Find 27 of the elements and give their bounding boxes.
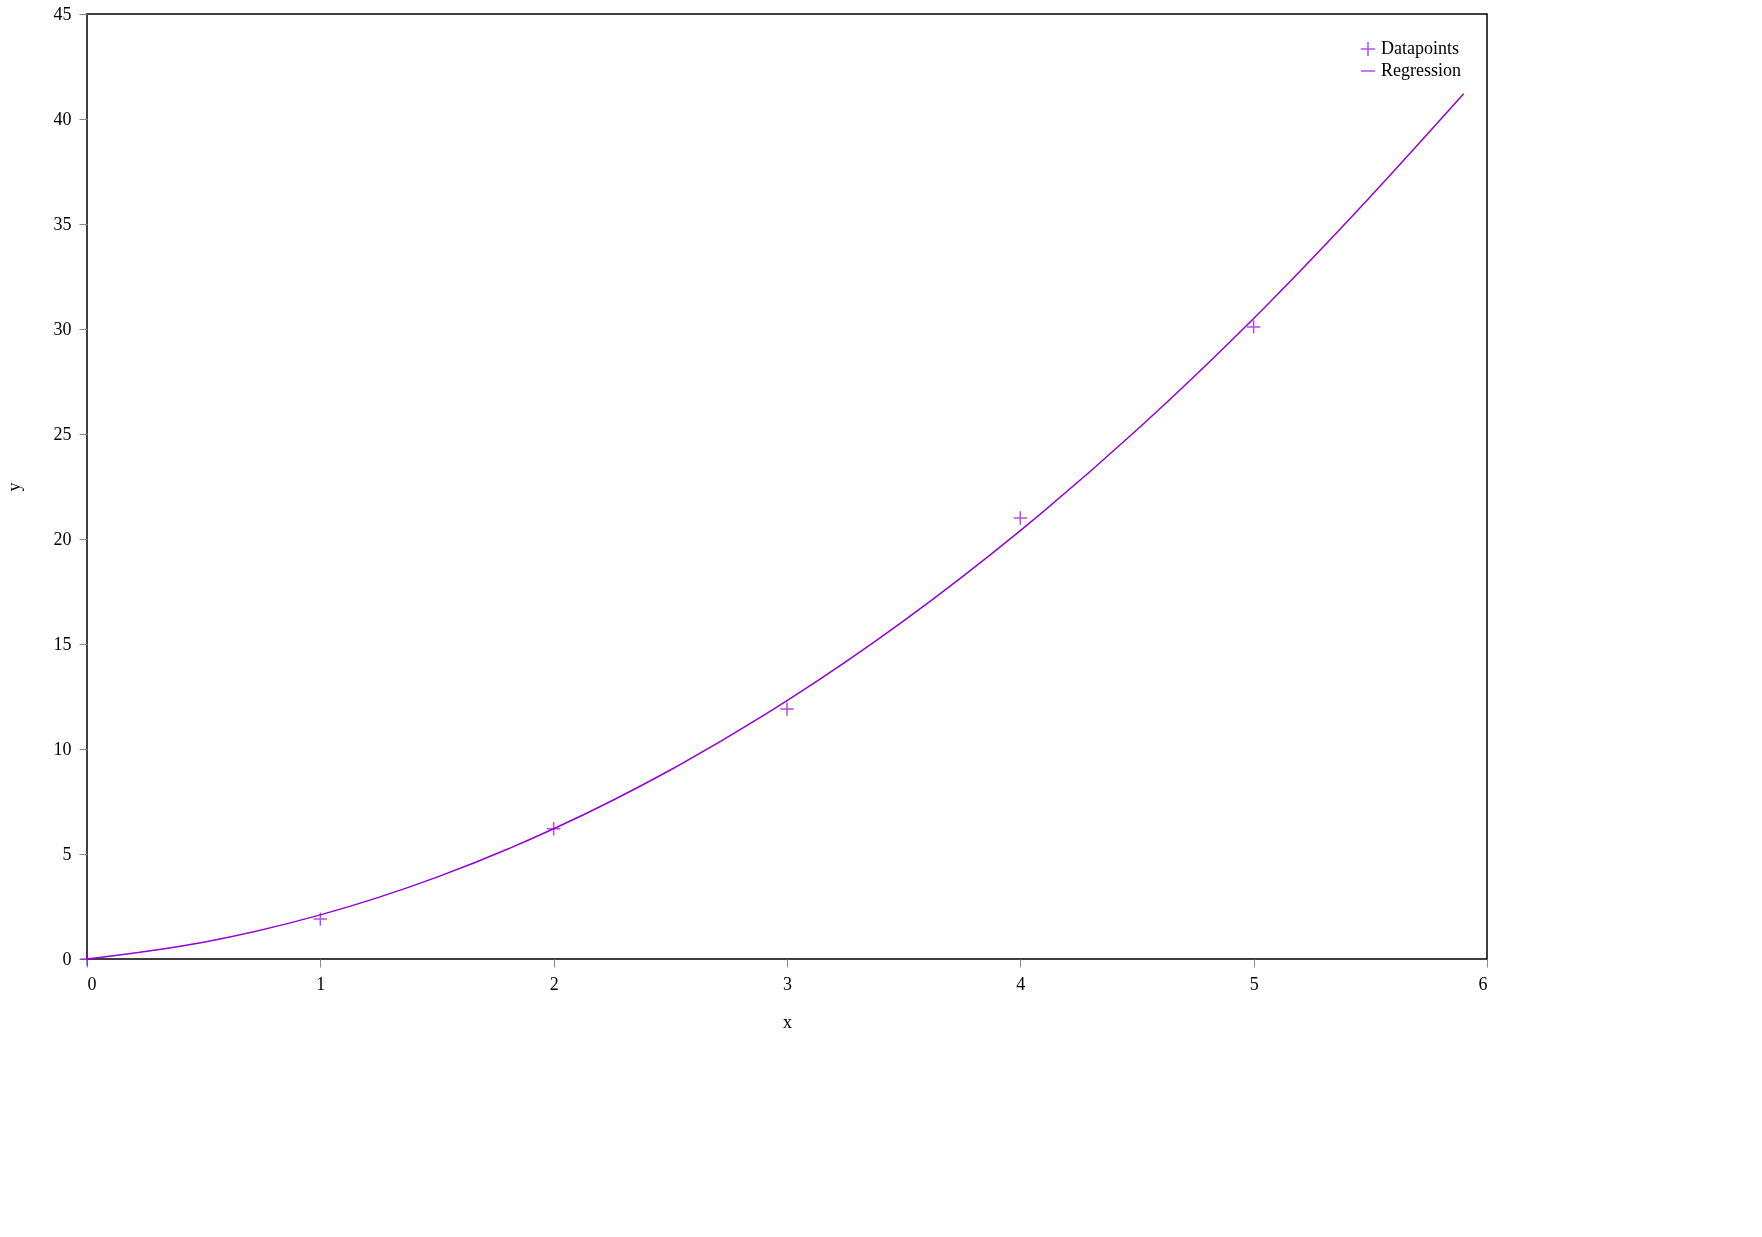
point bbox=[312, 911, 328, 927]
legend-label: Datapoints bbox=[1381, 38, 1459, 58]
x-tick-label: 4 bbox=[1016, 973, 1026, 994]
x-tick-label: 5 bbox=[1249, 973, 1259, 994]
y-tick-label: 45 bbox=[53, 3, 72, 24]
y-tick-label: 20 bbox=[53, 528, 72, 549]
y-tick-label: 10 bbox=[53, 738, 72, 759]
y-axis-title: y bbox=[3, 482, 24, 492]
y-tick-label: 15 bbox=[53, 633, 72, 654]
y-tick-label: 35 bbox=[53, 213, 72, 234]
y-tick-label: 5 bbox=[62, 843, 72, 864]
x-tick-label: 6 bbox=[1478, 973, 1488, 994]
y-tick-label: 0 bbox=[62, 948, 72, 969]
point bbox=[779, 701, 795, 717]
x-tick-label: 1 bbox=[316, 973, 326, 994]
legend-label: Regression bbox=[1381, 60, 1461, 80]
point bbox=[546, 821, 562, 837]
x-axis-title: x bbox=[783, 1011, 792, 1032]
point bbox=[79, 951, 95, 967]
point bbox=[1012, 510, 1028, 526]
x-tick-label: 3 bbox=[783, 973, 792, 994]
x-tick-label: 0 bbox=[87, 973, 97, 994]
y-tick-label: 40 bbox=[53, 108, 72, 129]
y-tick-label: 25 bbox=[53, 423, 72, 444]
x-tick-label: 2 bbox=[549, 973, 559, 994]
point bbox=[1246, 319, 1262, 335]
y-tick-label: 30 bbox=[53, 318, 72, 339]
